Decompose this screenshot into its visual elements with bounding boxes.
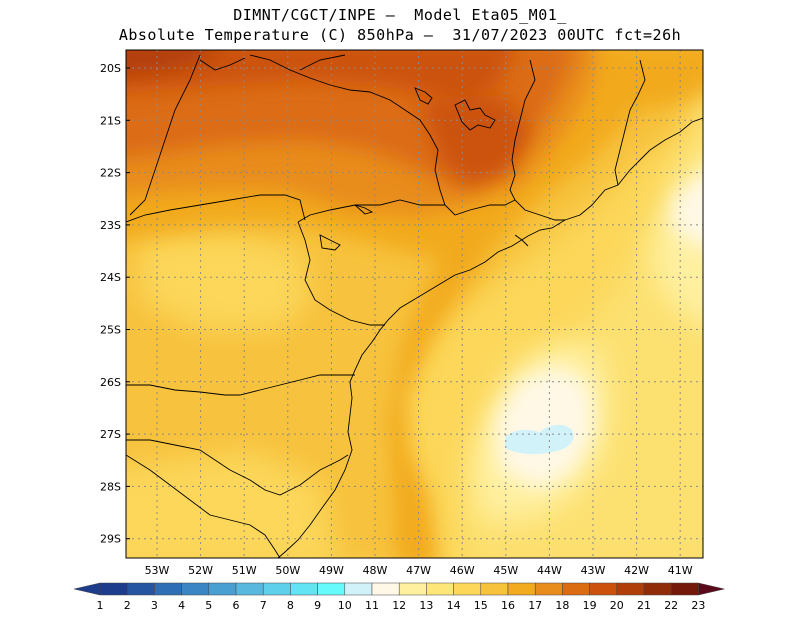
graticule xyxy=(126,50,703,558)
map-title-line-2: Absolute Temperature (C) 850hPa – 31/07/… xyxy=(118,26,682,44)
lon-label: 49W xyxy=(319,564,344,577)
colorbar-label: 5 xyxy=(205,599,212,612)
lat-label: 22S xyxy=(100,167,121,180)
colorbar-label: 22 xyxy=(664,599,678,612)
map-title-line-1: DIMNT/CGCT/INPE – Model Eta05_M01_ xyxy=(233,6,567,24)
colorbar-right-arrow xyxy=(698,582,725,596)
latitude-labels: 20S 21S 22S 23S 24S 25S 26S 27S 28S 29S xyxy=(100,62,121,546)
colorbar-swatch xyxy=(181,582,210,596)
colorbar-swatch xyxy=(290,582,318,596)
colorbar-label: 20 xyxy=(610,599,624,612)
lon-label: 47W xyxy=(406,564,431,577)
colorbar-swatch xyxy=(398,582,427,596)
colorbar-left-arrow xyxy=(73,582,101,596)
colorbar-labels: 1 2 3 4 5 6 7 8 9 10 11 12 13 14 15 16 17 18 19 20 21 22 23 xyxy=(97,599,706,612)
colorbar-label: 9 xyxy=(314,599,321,612)
lat-label: 26S xyxy=(100,376,121,389)
colorbar-label: 19 xyxy=(583,599,597,612)
colorbar-label: 11 xyxy=(365,599,379,612)
colorbar-label: 12 xyxy=(392,599,406,612)
lat-label: 28S xyxy=(100,480,121,493)
lon-label: 41W xyxy=(668,564,693,577)
colorbar-label: 3 xyxy=(151,599,158,612)
colorbar-swatch xyxy=(426,582,454,596)
colorbar-label: 2 xyxy=(124,599,131,612)
colorbar-label: 4 xyxy=(178,599,185,612)
coastline xyxy=(277,117,703,558)
colorbar-label: 23 xyxy=(691,599,705,612)
colorbar-label: 1 xyxy=(97,599,104,612)
colorbar-swatch xyxy=(643,582,672,596)
colorbar-swatch xyxy=(589,582,618,596)
colorbar-swatch xyxy=(534,582,563,596)
lon-label: 46W xyxy=(450,564,475,577)
colorbar-swatch xyxy=(262,582,291,596)
longitude-labels: 53W 52W 51W 50W 49W 48W 47W 46W 45W 44W 43W 42W 41W xyxy=(145,564,693,577)
colorbar-swatch xyxy=(507,582,536,596)
colorbar-swatch xyxy=(317,582,346,596)
colorbar-label: 16 xyxy=(501,599,515,612)
colorbar-label: 13 xyxy=(419,599,433,612)
colorbar-label: 21 xyxy=(637,599,651,612)
colorbar-swatch xyxy=(371,582,400,596)
lon-label: 52W xyxy=(188,564,213,577)
colorbar-swatch xyxy=(208,582,237,596)
colorbar xyxy=(73,582,725,596)
colorbar-swatch xyxy=(670,582,699,596)
map-frame xyxy=(125,49,704,559)
colorbar-label: 7 xyxy=(260,599,267,612)
lon-label: 48W xyxy=(363,564,388,577)
colorbar-swatch xyxy=(154,582,182,596)
colorbar-swatch xyxy=(453,582,482,596)
lat-label: 29S xyxy=(100,533,121,546)
lon-label: 44W xyxy=(537,564,562,577)
lat-label: 20S xyxy=(100,62,121,75)
lon-label: 50W xyxy=(275,564,300,577)
colorbar-label: 15 xyxy=(474,599,488,612)
colorbar-swatch xyxy=(126,582,155,596)
lat-label: 25S xyxy=(100,324,121,337)
lon-label: 45W xyxy=(493,564,518,577)
lat-label: 21S xyxy=(100,114,121,127)
lat-label: 27S xyxy=(100,428,121,441)
colorbar-label: 17 xyxy=(528,599,542,612)
colorbar-swatch xyxy=(235,582,264,596)
colorbar-swatch xyxy=(344,582,373,596)
colorbar-swatch xyxy=(562,582,590,596)
lon-label: 53W xyxy=(145,564,170,577)
colorbar-label: 18 xyxy=(555,599,569,612)
boundaries xyxy=(126,54,703,558)
colorbar-swatch xyxy=(616,582,645,596)
colorbar-label: 6 xyxy=(233,599,240,612)
lat-label: 24S xyxy=(100,271,121,284)
colorbar-label: 14 xyxy=(447,599,461,612)
lat-label: 23S xyxy=(100,219,121,232)
colorbar-label: 10 xyxy=(338,599,352,612)
colorbar-swatch xyxy=(480,582,509,596)
lon-label: 43W xyxy=(581,564,606,577)
lon-label: 51W xyxy=(232,564,257,577)
colorbar-swatch xyxy=(99,582,128,596)
colorbar-label: 8 xyxy=(287,599,294,612)
temperature-field xyxy=(126,50,703,558)
lon-label: 42W xyxy=(624,564,649,577)
